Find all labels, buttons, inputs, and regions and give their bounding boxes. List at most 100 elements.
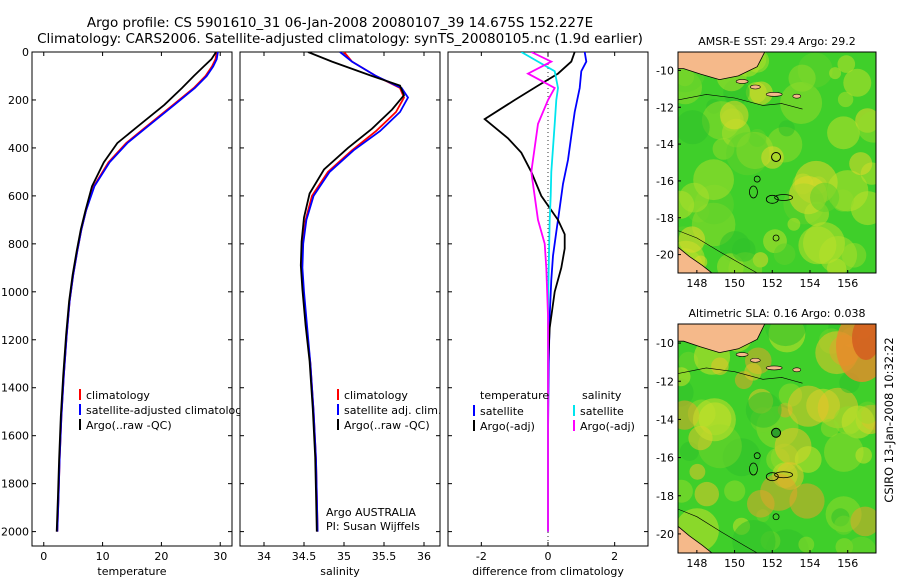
- field-patch: [841, 405, 875, 439]
- field-patch: [732, 238, 756, 262]
- field-patch: [726, 132, 770, 176]
- annotation-text: Argo AUSTRALIA: [326, 506, 416, 519]
- x-tick-label: 152: [762, 557, 783, 570]
- x-tick-label: 150: [724, 557, 745, 570]
- temperature-profile-chart: 0 10 20 30 temperature 0 200 400 600 800 1000 1200 1…: [1, 46, 249, 578]
- legend-entry: Argo(..raw -QC): [86, 419, 172, 432]
- field-patch: [857, 111, 876, 143]
- depth-contour: [678, 94, 803, 110]
- field-patch: [826, 258, 847, 273]
- field-patch: [852, 324, 876, 360]
- y-tick-label: 2000: [1, 526, 29, 539]
- y-tick-label: -16: [656, 175, 674, 188]
- x-tick-label: 20: [154, 550, 168, 563]
- salinity-profile-chart: 34 34.5 35 35.5 36 salinity climatology satelli…: [239, 51, 441, 578]
- y-tick-label: 800: [8, 238, 29, 251]
- field-patch: [850, 506, 876, 537]
- y-tick-label: -16: [656, 452, 674, 465]
- field-patch: [810, 182, 840, 212]
- field-patch: [798, 226, 837, 265]
- map-frame: [677, 51, 877, 274]
- x-tick-label: 154: [800, 557, 821, 570]
- argo-location-marker: [771, 151, 782, 162]
- field-patch: [689, 463, 706, 480]
- island: [735, 79, 749, 84]
- x-tick-label: 35: [337, 550, 351, 563]
- x-tick-label: 36: [417, 550, 431, 563]
- map-field: [678, 324, 876, 553]
- map-title: AMSR-E SST: 29.4 Argo: 29.2: [698, 35, 856, 48]
- field-patch: [837, 55, 856, 73]
- y-tick-label: 400: [8, 142, 29, 155]
- reef-outline: [753, 175, 761, 183]
- legend-entry: Argo(..raw -QC): [344, 419, 430, 432]
- y-tick-label: 1800: [1, 478, 29, 491]
- x-tick-label: 154: [800, 277, 821, 290]
- plot-frame: [239, 51, 441, 547]
- field-patch: [849, 152, 873, 176]
- series-line-magenta: [526, 52, 556, 532]
- field-patch: [724, 480, 746, 502]
- legend-entry: Argo(-adj): [580, 420, 635, 433]
- land-png: [678, 52, 766, 81]
- reef-outline: [749, 185, 758, 199]
- y-tick-label: -14: [656, 413, 674, 426]
- x-tick-label: 150: [724, 277, 745, 290]
- x-tick-label: 152: [762, 277, 783, 290]
- y-tick-label: -18: [656, 490, 674, 503]
- field-patch: [824, 432, 864, 472]
- field-patch: [678, 479, 693, 503]
- x-tick-label: 156: [837, 277, 858, 290]
- depth-contour: [678, 230, 758, 273]
- reef-outline: [749, 462, 758, 476]
- field-patch: [846, 536, 876, 553]
- land-png: [678, 324, 766, 354]
- x-tick-label: 148: [686, 277, 707, 290]
- legend-entry: satellite adj. clim.: [344, 404, 441, 417]
- x-tick-label: 34: [257, 550, 271, 563]
- argo-location-marker: [771, 427, 782, 438]
- island: [765, 365, 783, 371]
- island: [735, 352, 749, 357]
- y-tick-label: 1200: [1, 334, 29, 347]
- y-tick-label: -10: [656, 337, 674, 350]
- field-patch: [678, 367, 691, 387]
- y-tick-label: -12: [656, 375, 674, 388]
- annotation-text: PI: Susan Wijffels: [326, 520, 420, 533]
- map-frame: [677, 323, 877, 554]
- field-patch: [773, 243, 796, 265]
- y-tick-label: 1600: [1, 430, 29, 443]
- reef-outline: [753, 452, 761, 460]
- field-patch: [745, 392, 782, 428]
- field-patch: [744, 363, 762, 381]
- field-patch: [679, 182, 710, 213]
- y-tick-label: 1000: [1, 286, 29, 299]
- field-patch: [747, 490, 775, 518]
- field-patch: [829, 67, 842, 80]
- field-patch: [764, 324, 807, 347]
- field-patch: [843, 68, 872, 97]
- land-australia: [678, 246, 713, 273]
- header-line2: Climatology: CARS2006. Satellite-adjuste…: [37, 31, 643, 47]
- map-field: [678, 52, 876, 273]
- field-patch: [834, 515, 854, 535]
- series-group: [55, 52, 219, 532]
- x-tick-label: -2: [476, 550, 487, 563]
- x-tick-label: 0: [40, 550, 47, 563]
- reef-outline: [772, 234, 780, 242]
- y-tick-label: 0: [22, 46, 29, 59]
- x-tick-label: 148: [686, 557, 707, 570]
- y-tick-label: 600: [8, 190, 29, 203]
- field-patch: [678, 351, 699, 372]
- x-tick-label: 0: [545, 550, 552, 563]
- series-line-cyan: [520, 52, 559, 532]
- x-axis-label: difference from climatology: [472, 565, 624, 578]
- field-patch: [711, 357, 729, 376]
- x-tick-label: 10: [96, 550, 110, 563]
- depth-contour: [678, 508, 758, 553]
- field-patch: [778, 120, 795, 137]
- y-tick-label: -20: [656, 249, 674, 262]
- field-patch: [798, 536, 815, 553]
- island: [750, 84, 761, 90]
